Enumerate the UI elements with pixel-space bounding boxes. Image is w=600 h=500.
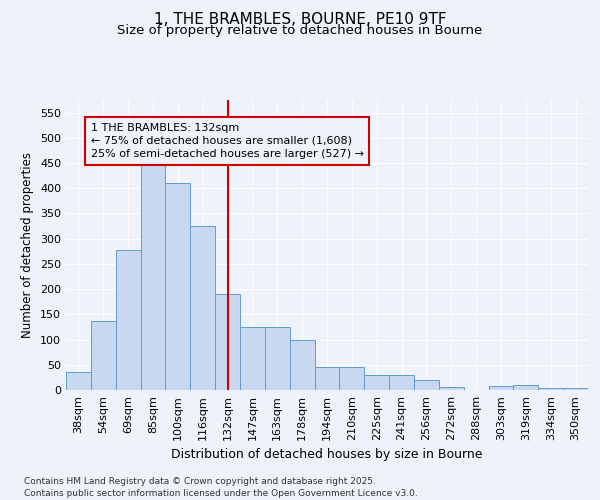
Bar: [314, 367, 340, 390]
Bar: [414, 380, 439, 390]
Text: Contains HM Land Registry data © Crown copyright and database right 2025.
Contai: Contains HM Land Registry data © Crown c…: [24, 476, 418, 498]
Text: 1, THE BRAMBLES, BOURNE, PE10 9TF: 1, THE BRAMBLES, BOURNE, PE10 9TF: [154, 12, 446, 28]
Bar: [290, 340, 314, 390]
X-axis label: Distribution of detached houses by size in Bourne: Distribution of detached houses by size …: [171, 448, 483, 462]
Bar: [340, 367, 364, 390]
Text: Size of property relative to detached houses in Bourne: Size of property relative to detached ho…: [118, 24, 482, 37]
Bar: [538, 388, 563, 390]
Bar: [563, 388, 588, 390]
Bar: [190, 226, 215, 390]
Bar: [364, 375, 389, 390]
Bar: [265, 327, 290, 390]
Bar: [240, 327, 265, 390]
Bar: [66, 372, 91, 390]
Bar: [91, 321, 116, 390]
Bar: [116, 250, 140, 390]
Bar: [439, 387, 464, 390]
Text: 1 THE BRAMBLES: 132sqm
← 75% of detached houses are smaller (1,608)
25% of semi-: 1 THE BRAMBLES: 132sqm ← 75% of detached…: [91, 122, 364, 159]
Bar: [389, 375, 414, 390]
Bar: [215, 294, 240, 390]
Y-axis label: Number of detached properties: Number of detached properties: [22, 152, 34, 338]
Bar: [514, 386, 538, 390]
Bar: [166, 183, 190, 390]
Bar: [488, 386, 514, 390]
Bar: [140, 163, 166, 390]
